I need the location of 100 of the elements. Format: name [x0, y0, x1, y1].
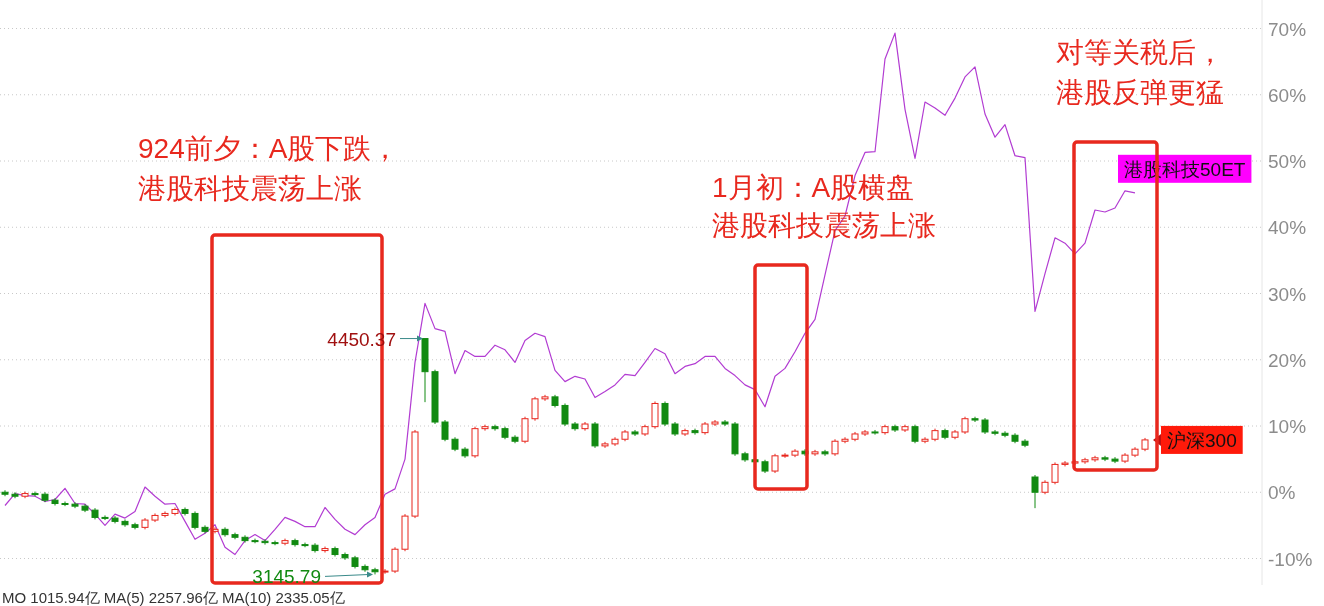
- y-tick-label: 70%: [1268, 18, 1307, 40]
- candlestick: [431, 369, 439, 425]
- candlestick: [721, 419, 729, 427]
- candlestick: [991, 429, 999, 436]
- candlestick: [61, 501, 69, 507]
- candlestick: [901, 424, 909, 433]
- candlestick: [971, 416, 979, 423]
- candlestick: [51, 497, 59, 506]
- candlestick: [241, 534, 249, 544]
- candlestick: [741, 451, 749, 463]
- candlestick: [731, 421, 739, 457]
- candlestick: [261, 538, 269, 546]
- candlestick: [1041, 479, 1049, 495]
- candlestick: [251, 538, 259, 544]
- candlestick: [811, 449, 819, 457]
- candlestick: [1021, 438, 1029, 448]
- candlestick: [301, 542, 309, 548]
- candlestick: [1131, 446, 1139, 458]
- candlestick: [191, 510, 199, 530]
- candlestick: [41, 491, 49, 503]
- candlestick: [661, 400, 669, 427]
- candlestick: [411, 429, 419, 519]
- candlestick: [601, 441, 609, 449]
- candlestick: [701, 421, 709, 436]
- candlestick: [351, 555, 359, 569]
- candlestick: [911, 424, 919, 444]
- annotation: 对等关税后，港股反弹更猛: [1056, 37, 1224, 108]
- y-tick-label: 10%: [1268, 416, 1307, 437]
- candlestick: [221, 526, 229, 538]
- candlestick: [551, 394, 559, 408]
- candlestick: [91, 507, 99, 520]
- annotation: 924前夕：A股下跌，港股科技震荡上涨: [138, 133, 400, 204]
- candlestick: [71, 501, 79, 509]
- candlestick: [591, 421, 599, 449]
- candlestick: [821, 449, 829, 457]
- candlestick: [201, 524, 209, 534]
- candlestick: [781, 452, 789, 459]
- candlestick: [581, 421, 589, 432]
- candlestick: [341, 552, 349, 561]
- candlestick: [871, 429, 879, 436]
- candlestick: [631, 429, 639, 437]
- candlestick: [1031, 474, 1039, 509]
- candlestick: [861, 429, 869, 437]
- candlestick: [771, 453, 779, 474]
- candlestick: [921, 436, 929, 444]
- y-tick-label: 30%: [1268, 283, 1307, 305]
- candlestick: [791, 448, 799, 458]
- candlestick: [471, 426, 479, 459]
- candlestick: [1081, 457, 1089, 465]
- candlestick: [1111, 456, 1119, 464]
- candlestick: [21, 491, 29, 499]
- candlestick: [651, 400, 659, 430]
- candlestick: [121, 518, 129, 528]
- candlestick: [1101, 455, 1109, 462]
- candlestick: [831, 438, 839, 457]
- candlestick: [361, 563, 369, 573]
- candlestick: [141, 517, 149, 530]
- candlestick: [711, 419, 719, 427]
- candlestick: [681, 428, 689, 437]
- y-tick-label: 50%: [1268, 151, 1307, 172]
- candlestick: [131, 522, 139, 530]
- candlestick: [531, 396, 539, 422]
- candlestick: [931, 428, 939, 442]
- y-tick-label: 60%: [1268, 84, 1307, 106]
- candlestick: [291, 538, 299, 548]
- candlestick: [541, 394, 549, 402]
- candlestick: [641, 424, 649, 437]
- candlestick: [561, 402, 569, 427]
- candlestick: [441, 419, 449, 442]
- candlestick: [1061, 460, 1069, 467]
- candlestick: [151, 512, 159, 523]
- candlestick: [161, 510, 169, 518]
- y-tick-label: 20%: [1268, 349, 1307, 371]
- candlestick: [851, 431, 859, 442]
- series-label: 沪深300: [1167, 429, 1237, 451]
- candlestick: [881, 424, 889, 436]
- candlestick: [1141, 437, 1149, 452]
- candlestick: [1051, 461, 1059, 485]
- candlestick: [961, 416, 969, 435]
- candlestick: [281, 538, 289, 546]
- y-tick-label: -10%: [1268, 548, 1313, 570]
- candlestick: [181, 506, 189, 516]
- candlestick: [271, 540, 279, 546]
- candlestick: [691, 428, 699, 436]
- candlestick: [941, 428, 949, 440]
- candlestick: [891, 424, 899, 433]
- candlestick: [401, 513, 409, 552]
- candlestick: [11, 491, 19, 499]
- candlestick: [321, 546, 329, 554]
- candlestick: [391, 546, 399, 574]
- candlestick: [611, 436, 619, 447]
- candlestick: [331, 546, 339, 558]
- candlestick: [761, 459, 769, 474]
- candlestick: [31, 491, 39, 497]
- candlestick: [481, 424, 489, 432]
- candlestick: [111, 515, 119, 524]
- candlestick: [311, 542, 319, 554]
- candlestick: [501, 426, 509, 440]
- candlestick: [571, 421, 579, 432]
- y-tick-label: 0%: [1268, 482, 1296, 504]
